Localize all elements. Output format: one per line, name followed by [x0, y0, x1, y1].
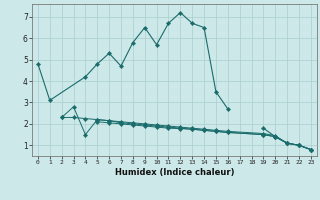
- X-axis label: Humidex (Indice chaleur): Humidex (Indice chaleur): [115, 168, 234, 177]
